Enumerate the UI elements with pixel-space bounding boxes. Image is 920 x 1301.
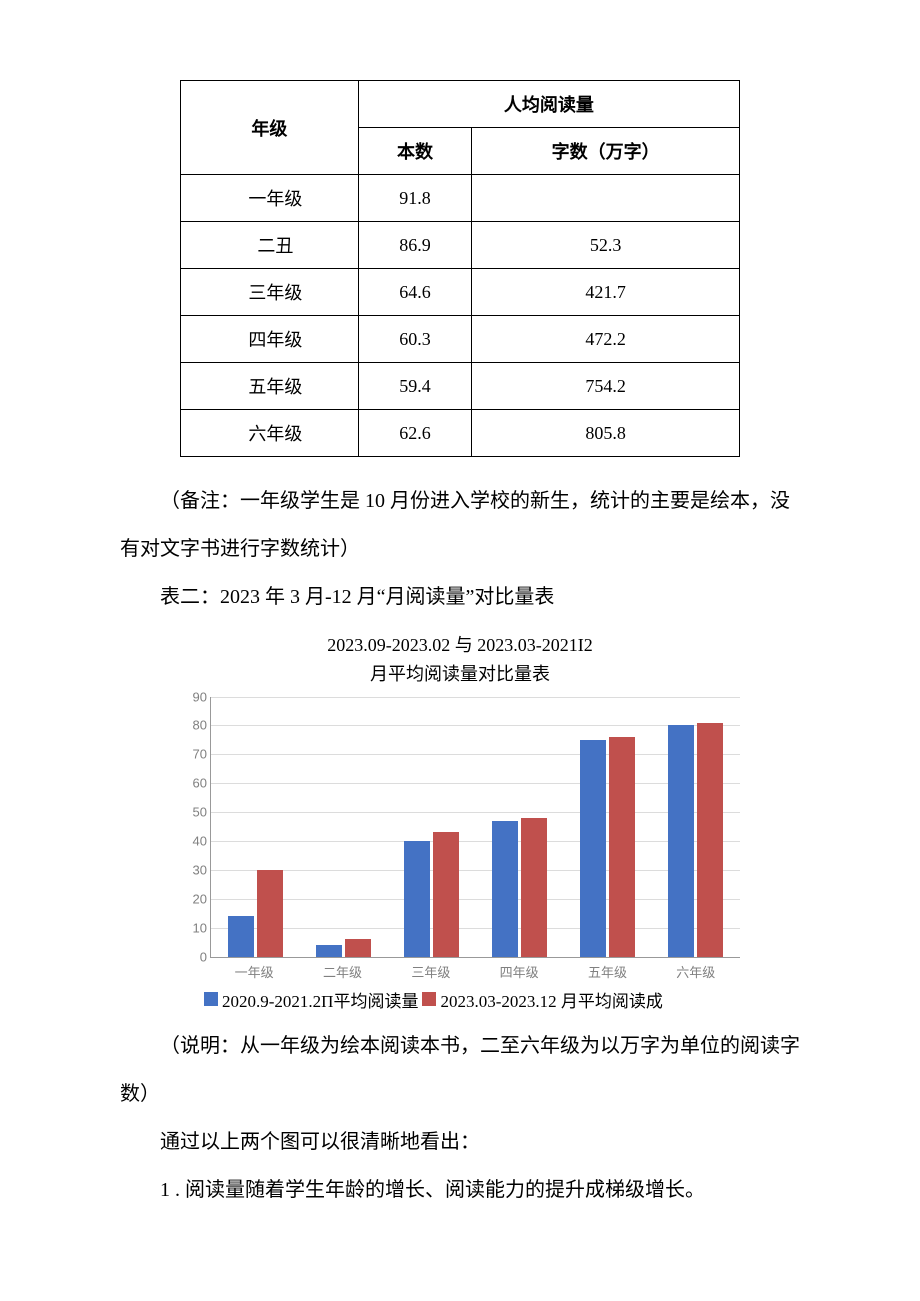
cell-grade: 六年级 <box>181 410 359 457</box>
cell-chars: 421.7 <box>472 269 740 316</box>
legend-swatch <box>204 992 218 1006</box>
chart-bar <box>668 725 694 956</box>
chart-y-tick-label: 50 <box>181 805 207 820</box>
chart-bar-group <box>580 737 635 957</box>
chart-x-tick-label: 四年级 <box>500 962 539 981</box>
table-row: 六年级 62.6 805.8 <box>181 410 740 457</box>
table-row: 一年级 91.8 <box>181 175 740 222</box>
chart-bar <box>609 737 635 957</box>
cell-grade: 四年级 <box>181 316 359 363</box>
chart-x-tick-label: 一年级 <box>235 962 274 981</box>
cell-books: 59.4 <box>358 363 472 410</box>
cell-chars: 805.8 <box>472 410 740 457</box>
chart-y-tick-label: 60 <box>181 776 207 791</box>
chart-bar-group <box>492 818 547 957</box>
chart-x-tick-label: 六年级 <box>676 962 715 981</box>
note-text-1: （备注：一年级学生是 10 月份进入学校的新生，统计的主要是绘本，没有对文字书进… <box>120 477 800 573</box>
chart-y-tick-label: 10 <box>181 920 207 935</box>
th-grade: 年级 <box>181 81 359 175</box>
chart-bar <box>521 818 547 957</box>
chart-y-tick-label: 80 <box>181 718 207 733</box>
cell-books: 60.3 <box>358 316 472 363</box>
table2-caption: 表二：2023 年 3 月-12 月“月阅读量”对比量表 <box>120 573 800 621</box>
cell-chars <box>472 175 740 222</box>
chart-title-line2: 月平均阅读量对比量表 <box>370 664 550 684</box>
cell-books: 86.9 <box>358 222 472 269</box>
cell-grade: 一年级 <box>181 175 359 222</box>
cell-grade: 五年级 <box>181 363 359 410</box>
chart-y-tick-label: 40 <box>181 834 207 849</box>
chart-x-tick-label: 五年级 <box>588 962 627 981</box>
chart-bar-group <box>404 832 459 956</box>
chart-y-tick-label: 90 <box>181 689 207 704</box>
chart-bar <box>257 870 283 957</box>
cell-books: 62.6 <box>358 410 472 457</box>
table-row: 四年级 60.3 472.2 <box>181 316 740 363</box>
cell-chars: 472.2 <box>472 316 740 363</box>
cell-chars: 754.2 <box>472 363 740 410</box>
cell-grade: 二丑 <box>181 222 359 269</box>
chart-bar-group <box>668 723 723 957</box>
cell-chars: 52.3 <box>472 222 740 269</box>
th-books: 本数 <box>358 128 472 175</box>
table-row: 五年级 59.4 754.2 <box>181 363 740 410</box>
chart-bar-group <box>228 870 283 957</box>
chart-bar <box>492 821 518 957</box>
chart-bar-group <box>316 939 371 956</box>
cell-grade: 三年级 <box>181 269 359 316</box>
note-text-2: （说明：从一年级为绘本阅读本书，二至六年级为以万字为单位的阅读字数） <box>120 1022 800 1118</box>
chart-x-tick-label: 二年级 <box>323 962 362 981</box>
chart-y-tick-label: 20 <box>181 891 207 906</box>
chart-bar <box>228 916 254 956</box>
chart-bar <box>345 939 371 956</box>
chart-title: 2023.09-2023.02 与 2023.03-2021I2 月平均阅读量对… <box>180 631 740 689</box>
paragraph-intro: 通过以上两个图可以很清晰地看出： <box>120 1118 800 1166</box>
chart-y-tick-label: 0 <box>181 949 207 964</box>
legend-label: 2023.03-2023.12 月平均阅读成 <box>440 987 662 1012</box>
comparison-chart: 2023.09-2023.02 与 2023.03-2021I2 月平均阅读量对… <box>180 631 740 1012</box>
chart-legend: 2020.9-2021.2Π平均阅读量 2023.03-2023.12 月平均阅读… <box>200 987 740 1012</box>
chart-y-tick-label: 30 <box>181 862 207 877</box>
cell-books: 64.6 <box>358 269 472 316</box>
chart-bar <box>316 945 342 957</box>
reading-table: 年级 人均阅读量 本数 字数（万字） 一年级 91.8 二丑 86.9 52.3… <box>180 80 740 457</box>
th-chars: 字数（万字） <box>472 128 740 175</box>
table-row: 三年级 64.6 421.7 <box>181 269 740 316</box>
chart-title-line1: 2023.09-2023.02 与 2023.03-2021I2 <box>327 635 592 655</box>
legend-label: 2020.9-2021.2Π平均阅读量 <box>222 987 418 1012</box>
chart-bar <box>697 723 723 957</box>
paragraph-point-1: 1 . 阅读量随着学生年龄的增长、阅读能力的提升成梯级增长。 <box>120 1166 800 1214</box>
chart-bar <box>580 740 606 957</box>
chart-x-tick-label: 三年级 <box>411 962 450 981</box>
legend-swatch <box>422 992 436 1006</box>
chart-bar <box>433 832 459 956</box>
table-row: 二丑 86.9 52.3 <box>181 222 740 269</box>
th-metric: 人均阅读量 <box>358 81 739 128</box>
chart-y-tick-label: 70 <box>181 747 207 762</box>
chart-bar <box>404 841 430 957</box>
cell-books: 91.8 <box>358 175 472 222</box>
